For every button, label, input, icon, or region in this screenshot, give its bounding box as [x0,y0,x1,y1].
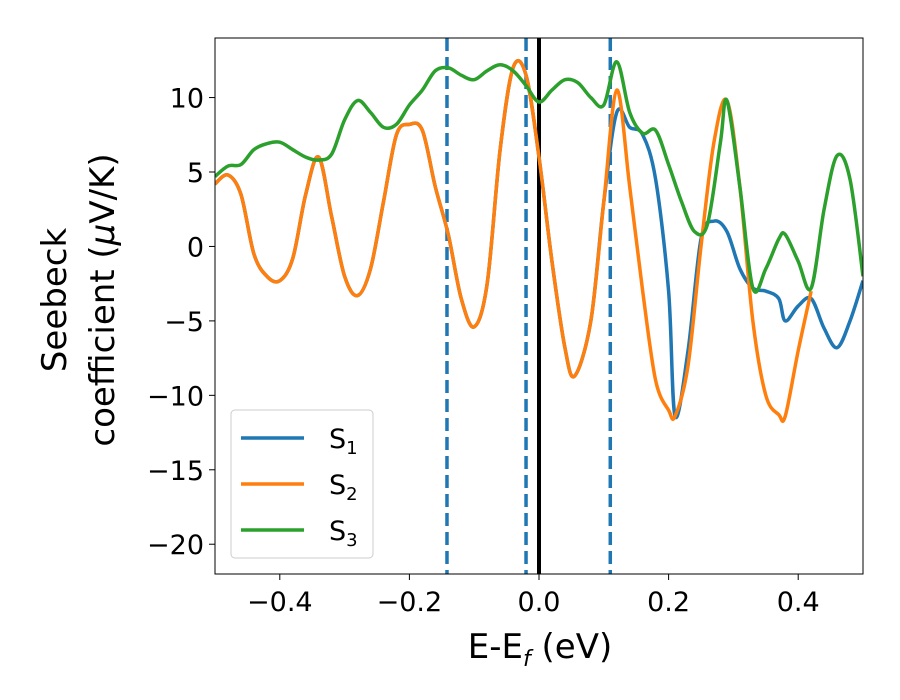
y-tick-label: −20 [147,530,204,561]
x-tick-label: −0.4 [247,587,313,618]
vertical-reference-lines [445,38,613,574]
x-tick-label: −0.2 [377,587,443,618]
y-tick-label: 0 [187,232,204,263]
series-lines [215,59,863,424]
series-line-s2 [215,59,813,424]
svg-text:coefficient (μV/K): coefficient (μV/K) [83,153,123,446]
y-tick-label: 5 [187,158,204,189]
y-tick-label: −5 [164,307,204,338]
y-tick-label: −15 [147,456,204,487]
x-tick-label: 0.2 [647,587,690,618]
y-tick-label: 10 [170,84,204,115]
x-tick-label: 0.4 [777,587,820,618]
x-tick-label: 0.0 [518,587,561,618]
legend-label-s3: S3 [329,516,358,551]
series-line-s3 [215,60,863,294]
legend-label-s2: S2 [329,470,358,505]
axis-ticks: −0.4 −0.2 0.0 0.2 0.4 10 5 0 −5 −10 −15 −20 [147,84,820,618]
svg-text:Seebeck: Seebeck [35,228,75,373]
legend-label-s1: S1 [329,424,358,459]
y-tick-label: −10 [147,381,204,412]
x-axis-title: E-Ef (eV) [468,627,613,672]
legend: S1 S2 S3 [230,409,374,559]
y-axis-title: Seebeck coefficient (μV/K) [35,153,123,446]
